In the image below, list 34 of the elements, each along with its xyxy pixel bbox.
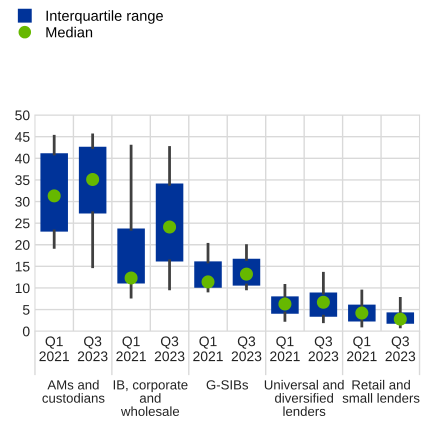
y-tick-label: 30 bbox=[15, 196, 30, 207]
point bbox=[163, 220, 176, 234]
text: AMs and custodians bbox=[42, 380, 104, 403]
y-tick-label: 35 bbox=[15, 175, 30, 186]
y-tick-label: 20 bbox=[15, 240, 30, 250]
x-tick-label: Q1 2021 bbox=[39, 336, 69, 362]
text: Universal and diversified lenders bbox=[264, 380, 344, 416]
x-tick-label: Q1 2021 bbox=[347, 336, 377, 362]
legend-label: Median bbox=[46, 26, 92, 38]
y-tick-label: 10 bbox=[16, 283, 30, 294]
point bbox=[124, 272, 138, 285]
y-tick-label: 0 bbox=[22, 326, 30, 336]
x-tick-label: Q1 2021 bbox=[116, 336, 146, 362]
point bbox=[202, 275, 215, 288]
point bbox=[48, 189, 61, 202]
y-tick-label: 25 bbox=[15, 218, 30, 228]
x-tick-label: Q3 2023 bbox=[232, 336, 262, 362]
y-tick-label: 45 bbox=[14, 132, 30, 142]
x-tick-label: Q1 2021 bbox=[193, 336, 223, 362]
text: G-SIBs bbox=[206, 380, 248, 390]
y-tick-label: 15 bbox=[16, 262, 30, 272]
point bbox=[394, 312, 407, 326]
text: Retail and small lenders bbox=[342, 380, 420, 403]
x-tick-label: Q3 2023 bbox=[78, 336, 108, 362]
point bbox=[86, 172, 100, 186]
x-tick-label: Q3 2023 bbox=[154, 336, 184, 362]
y-tick-label: 40 bbox=[14, 154, 30, 164]
y-tick-label: 5 bbox=[22, 305, 30, 315]
text: IB, corporate and wholesale bbox=[114, 380, 188, 416]
y-tick-label: 50 bbox=[15, 110, 30, 120]
x-tick-label: Q3 2023 bbox=[386, 336, 416, 362]
x-tick-label: Q3 2023 bbox=[308, 336, 338, 362]
x-tick-label: Q1 2021 bbox=[270, 336, 300, 362]
legend-label: Interquartile range bbox=[46, 10, 163, 24]
